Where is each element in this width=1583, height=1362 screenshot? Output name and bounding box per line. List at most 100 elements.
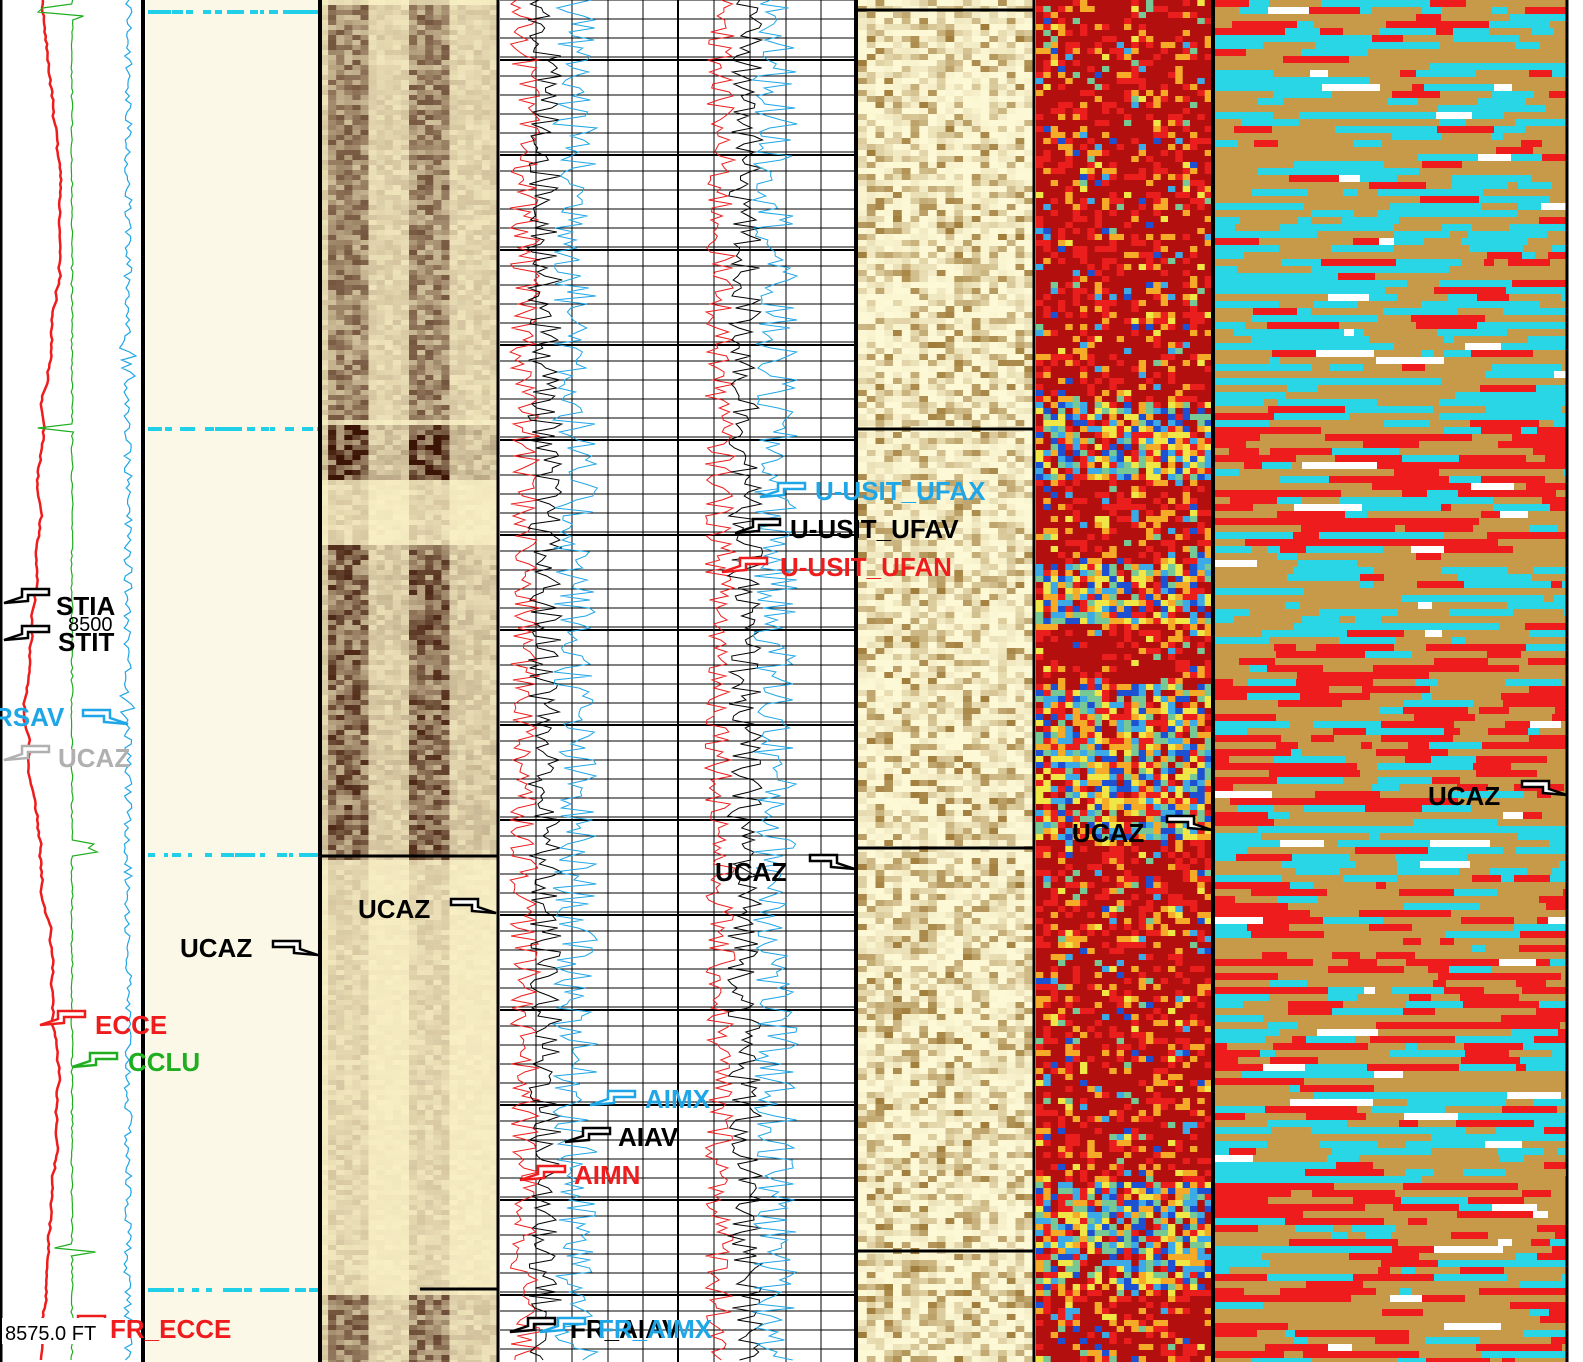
amplitude-pixel xyxy=(352,345,362,350)
amplitude-pixel xyxy=(320,665,329,670)
amplitude-pixel xyxy=(392,395,402,400)
amplitude-pixel xyxy=(344,240,353,245)
amplitude-pixel xyxy=(344,50,353,55)
amplitude-pixel xyxy=(336,165,345,170)
amplitude-pixel xyxy=(320,670,329,675)
amplitude-pixel xyxy=(481,610,491,615)
amplitude-pixel xyxy=(328,860,337,865)
amplitude-pixel xyxy=(473,225,483,230)
amplitude-pixel xyxy=(489,110,499,115)
amplitude-pixel xyxy=(328,365,337,370)
amplitude-pixel xyxy=(473,450,483,455)
cyan-dash-mark xyxy=(148,853,155,857)
amplitude-pixel xyxy=(465,395,475,400)
amplitude-pixel xyxy=(336,815,345,820)
amplitude-pixel xyxy=(320,475,329,480)
amplitude-pixel xyxy=(457,0,467,5)
amplitude-pixel xyxy=(489,835,499,840)
amplitude-pixel xyxy=(320,705,329,710)
amplitude-pixel xyxy=(441,280,451,285)
amplitude-pixel xyxy=(481,835,491,840)
amplitude-pixel xyxy=(465,1105,475,1110)
amplitude-pixel xyxy=(392,460,402,465)
amplitude-pixel xyxy=(465,15,475,20)
amplitude-pixel xyxy=(368,220,378,225)
amplitude-pixel xyxy=(400,680,410,685)
amplitude-pixel xyxy=(360,260,370,265)
amplitude-pixel xyxy=(481,815,491,820)
amplitude-pixel xyxy=(392,1035,402,1040)
amplitude-pixel xyxy=(368,445,378,450)
amplitude-pixel xyxy=(465,1050,475,1055)
amplitude-pixel xyxy=(352,405,362,410)
amplitude-pixel xyxy=(473,345,483,350)
amplitude-pixel xyxy=(409,830,418,835)
amplitude-pixel xyxy=(481,35,491,40)
amplitude-pixel xyxy=(473,300,483,305)
amplitude-pixel xyxy=(352,180,362,185)
amplitude-pixel xyxy=(489,525,499,530)
amplitude-pixel xyxy=(433,280,442,285)
amplitude-pixel xyxy=(417,325,426,330)
amplitude-pixel xyxy=(425,700,434,705)
amplitude-pixel xyxy=(441,355,451,360)
amplitude-pixel xyxy=(352,1090,362,1095)
amplitude-pixel xyxy=(336,245,345,250)
amplitude-pixel xyxy=(368,500,378,505)
amplitude-pixel xyxy=(417,45,426,50)
amplitude-pixel xyxy=(368,170,378,175)
amplitude-pixel xyxy=(457,1095,467,1100)
amplitude-pixel xyxy=(449,40,459,45)
amplitude-pixel xyxy=(473,5,483,10)
amplitude-pixel xyxy=(320,955,329,960)
amplitude-pixel xyxy=(481,175,491,180)
amplitude-pixel xyxy=(465,140,475,145)
amplitude-pixel xyxy=(320,640,329,645)
amplitude-pixel xyxy=(481,605,491,610)
amplitude-pixel xyxy=(360,755,370,760)
amplitude-pixel xyxy=(425,250,434,255)
amplitude-pixel xyxy=(368,930,378,935)
amplitude-pixel xyxy=(376,245,386,250)
amplitude-pixel xyxy=(481,505,491,510)
amplitude-pixel xyxy=(320,940,329,945)
amplitude-pixel xyxy=(457,1070,467,1075)
amplitude-pixel xyxy=(400,230,410,235)
amplitude-pixel xyxy=(441,170,451,175)
amplitude-pixel xyxy=(392,245,402,250)
amplitude-pixel xyxy=(392,530,402,535)
amplitude-pixel xyxy=(384,615,394,620)
amplitude-pixel xyxy=(425,325,434,330)
amplitude-pixel xyxy=(368,845,378,850)
amplitude-pixel xyxy=(449,405,459,410)
amplitude-pixel xyxy=(425,525,434,530)
amplitude-pixel xyxy=(376,490,386,495)
amplitude-pixel xyxy=(433,430,442,435)
amplitude-pixel xyxy=(336,1000,345,1005)
amplitude-pixel xyxy=(360,100,370,105)
amplitude-pixel xyxy=(465,335,475,340)
amplitude-pixel xyxy=(336,100,345,105)
amplitude-pixel xyxy=(360,130,370,135)
amplitude-pixel xyxy=(409,95,418,100)
amplitude-pixel xyxy=(465,170,475,175)
amplitude-pixel xyxy=(433,1115,442,1120)
amplitude-pixel xyxy=(400,175,410,180)
amplitude-pixel xyxy=(400,275,410,280)
amplitude-pixel xyxy=(352,5,362,10)
amplitude-pixel xyxy=(336,390,345,395)
amplitude-pixel xyxy=(457,80,467,85)
amplitude-pixel xyxy=(481,755,491,760)
amplitude-pixel xyxy=(368,100,378,105)
amplitude-pixel xyxy=(320,220,329,225)
amplitude-pixel xyxy=(441,275,451,280)
amplitude-pixel xyxy=(336,215,345,220)
amplitude-pixel xyxy=(384,40,394,45)
amplitude-pixel xyxy=(352,705,362,710)
amplitude-pixel xyxy=(481,1075,491,1080)
amplitude-pixel xyxy=(425,110,434,115)
amplitude-pixel xyxy=(457,20,467,25)
amplitude-pixel xyxy=(344,520,353,525)
amplitude-pixel xyxy=(481,945,491,950)
amplitude-pixel xyxy=(449,220,459,225)
